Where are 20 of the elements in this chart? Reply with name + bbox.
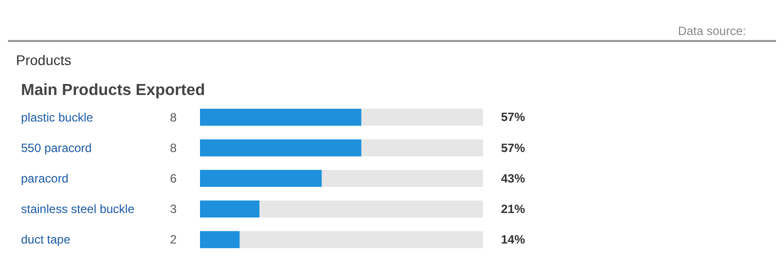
source-note: Data source: <box>678 24 746 38</box>
text: 8 <box>170 140 177 155</box>
bar <box>200 231 240 248</box>
bar <box>200 200 260 218</box>
y-tick-label: duct tape <box>21 232 71 247</box>
text: 2 <box>170 232 177 247</box>
data-label: 14% <box>501 232 526 247</box>
chart-title: Main Products Exported <box>21 82 206 100</box>
text: 8 <box>170 110 177 124</box>
y-tick-label: 550 paracord <box>21 140 92 155</box>
text: 6 <box>170 172 177 186</box>
data-label: 21% <box>501 202 526 216</box>
y-tick-label: stainless steel buckle <box>21 202 135 216</box>
data-label: 57% <box>501 110 526 124</box>
data-label: 43% <box>501 171 526 186</box>
data-label: 57% <box>501 140 526 155</box>
text: Products <box>16 52 72 68</box>
y-tick-label: paracord <box>21 172 68 186</box>
text: 3 <box>170 202 177 216</box>
y-tick-label: plastic buckle <box>21 110 94 124</box>
